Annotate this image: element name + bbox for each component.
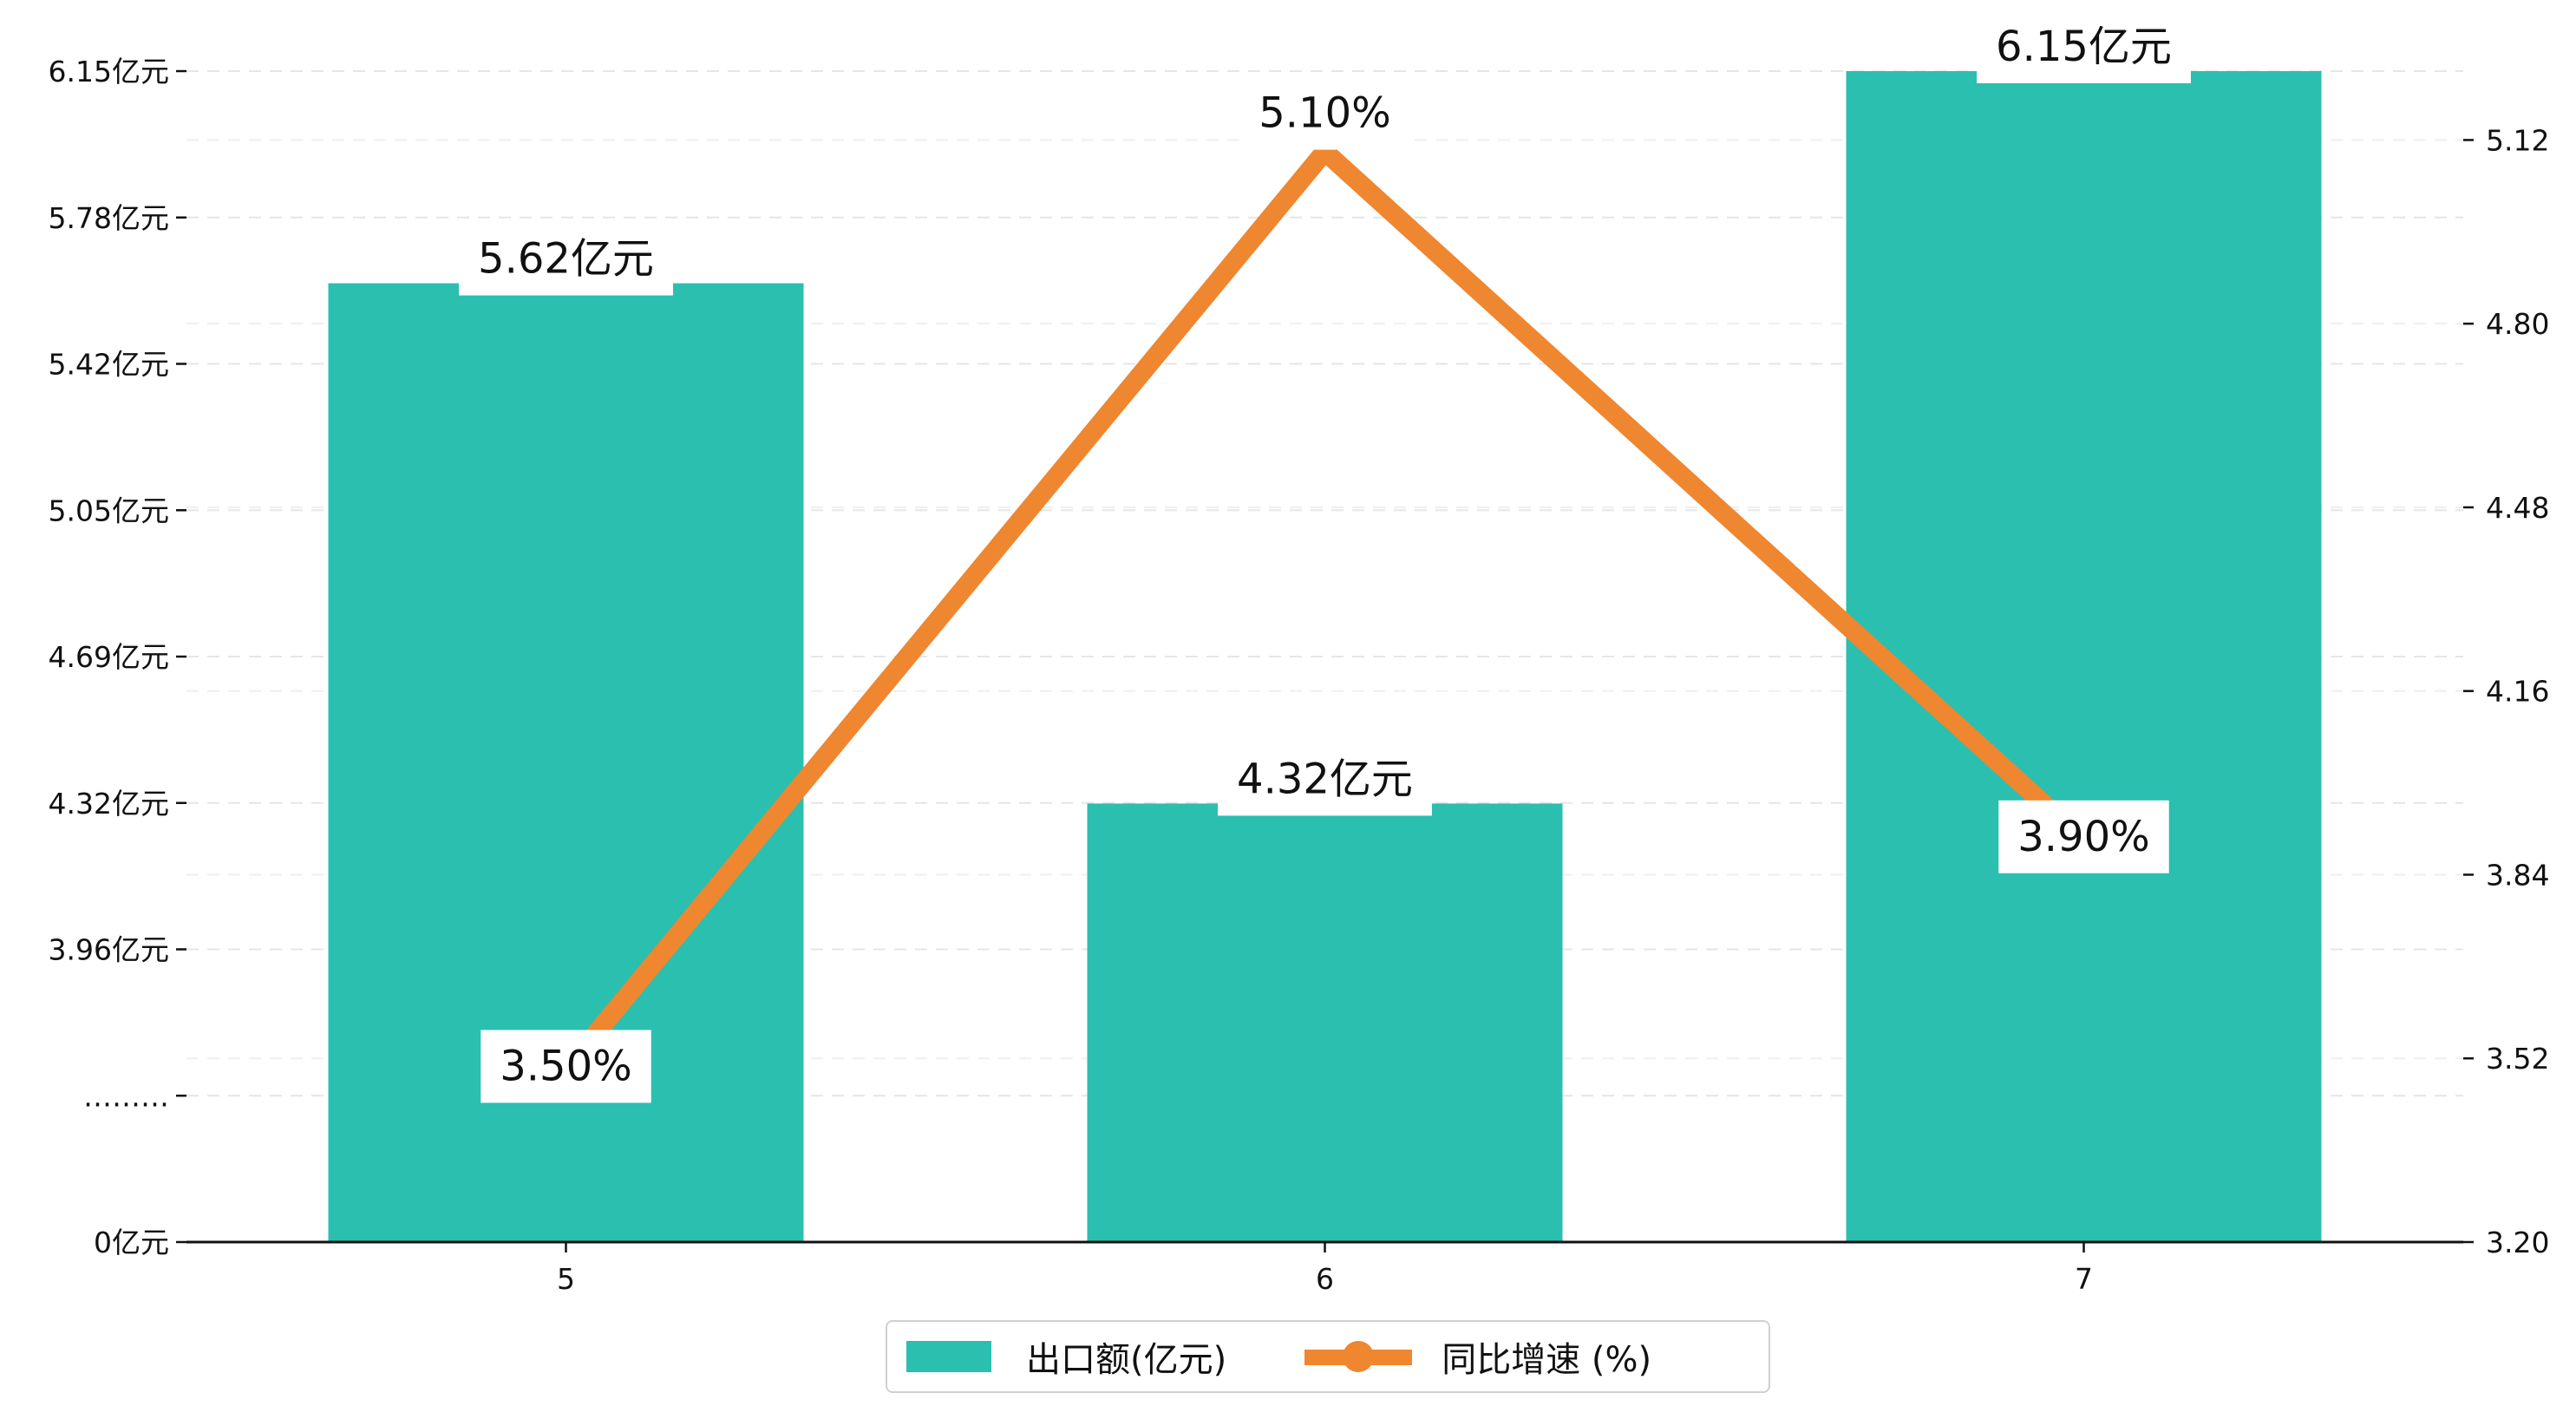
right-tick-label: 3.20 xyxy=(2486,1226,2549,1259)
bar-value-label-group: 5.62亿元 xyxy=(459,222,673,296)
bar-value-label: 6.15亿元 xyxy=(1996,23,2172,71)
data-labels: 5.62亿元 4.32亿元 6.15亿元 3.50% 5.10% 3.90% xyxy=(459,10,2191,1103)
line-value-label: 3.90% xyxy=(2017,813,2149,861)
left-tick-label: ……… xyxy=(83,1079,169,1113)
right-tick-label: 4.80 xyxy=(2486,307,2549,341)
bar xyxy=(1846,71,2322,1242)
bar-value-label-group: 4.32亿元 xyxy=(1218,742,1432,816)
line-value-label-bg xyxy=(1239,76,1410,150)
legend-item-export: 出口额(亿元) xyxy=(906,1331,1226,1382)
left-tick-label: 5.42亿元 xyxy=(49,348,169,382)
x-tick-label: 7 xyxy=(2075,1262,2093,1296)
legend: 出口额(亿元) 同比增速 (%) xyxy=(886,1320,1770,1393)
growth-point xyxy=(1324,150,1326,153)
left-tick-label: 6.15亿元 xyxy=(49,55,169,88)
right-tick-label: 3.84 xyxy=(2486,858,2549,892)
left-tick-label: 3.96亿元 xyxy=(49,933,169,967)
axes: 0亿元 ……… 3.96亿元 4.32亿元 4.69亿元 5.05亿元 5.42亿元 5.78… xyxy=(49,55,2550,1296)
left-tick-label: 4.69亿元 xyxy=(49,640,169,674)
right-tick-label: 4.48 xyxy=(2486,491,2549,525)
line-value-label-bg xyxy=(1998,800,2169,873)
bar-value-label-bg xyxy=(1977,10,2191,83)
right-tick-label: 5.12 xyxy=(2486,123,2549,157)
legend-label-export: 出口额(亿元) xyxy=(1026,1340,1227,1380)
bar-value-label: 5.62亿元 xyxy=(478,235,654,284)
bar-value-label-bg xyxy=(459,222,673,296)
line-value-label-group: 3.50% xyxy=(481,1030,651,1103)
right-tick-label: 4.16 xyxy=(2486,675,2549,709)
left-tick-label: 5.78亿元 xyxy=(49,201,169,235)
left-tick-label: 4.32亿元 xyxy=(49,787,169,821)
line-value-label-bg xyxy=(481,1030,651,1103)
x-tick-label: 6 xyxy=(1316,1262,1334,1296)
left-tick-label: 0亿元 xyxy=(94,1226,169,1259)
legend-label-growth: 同比增速 (%) xyxy=(1442,1340,1652,1380)
line-value-label-group: 5.10% xyxy=(1239,76,1410,150)
line-value-label: 3.50% xyxy=(500,1042,631,1090)
line-value-label: 5.10% xyxy=(1259,89,1390,138)
legend-swatch-bar xyxy=(906,1341,991,1372)
line-value-label-group: 3.90% xyxy=(1998,800,2169,873)
bar-value-label-group: 6.15亿元 xyxy=(1977,10,2191,83)
legend-swatch-line xyxy=(1304,1337,1413,1376)
x-tick-label: 5 xyxy=(557,1262,575,1296)
bar-value-label-bg xyxy=(1218,742,1432,816)
right-tick-label: 3.52 xyxy=(2486,1042,2549,1076)
bar xyxy=(1087,803,1563,1242)
legend-item-growth: 同比增速 (%) xyxy=(1304,1331,1651,1382)
bar-value-label: 4.32亿元 xyxy=(1237,755,1413,803)
left-tick-label: 5.05亿元 xyxy=(49,494,169,527)
